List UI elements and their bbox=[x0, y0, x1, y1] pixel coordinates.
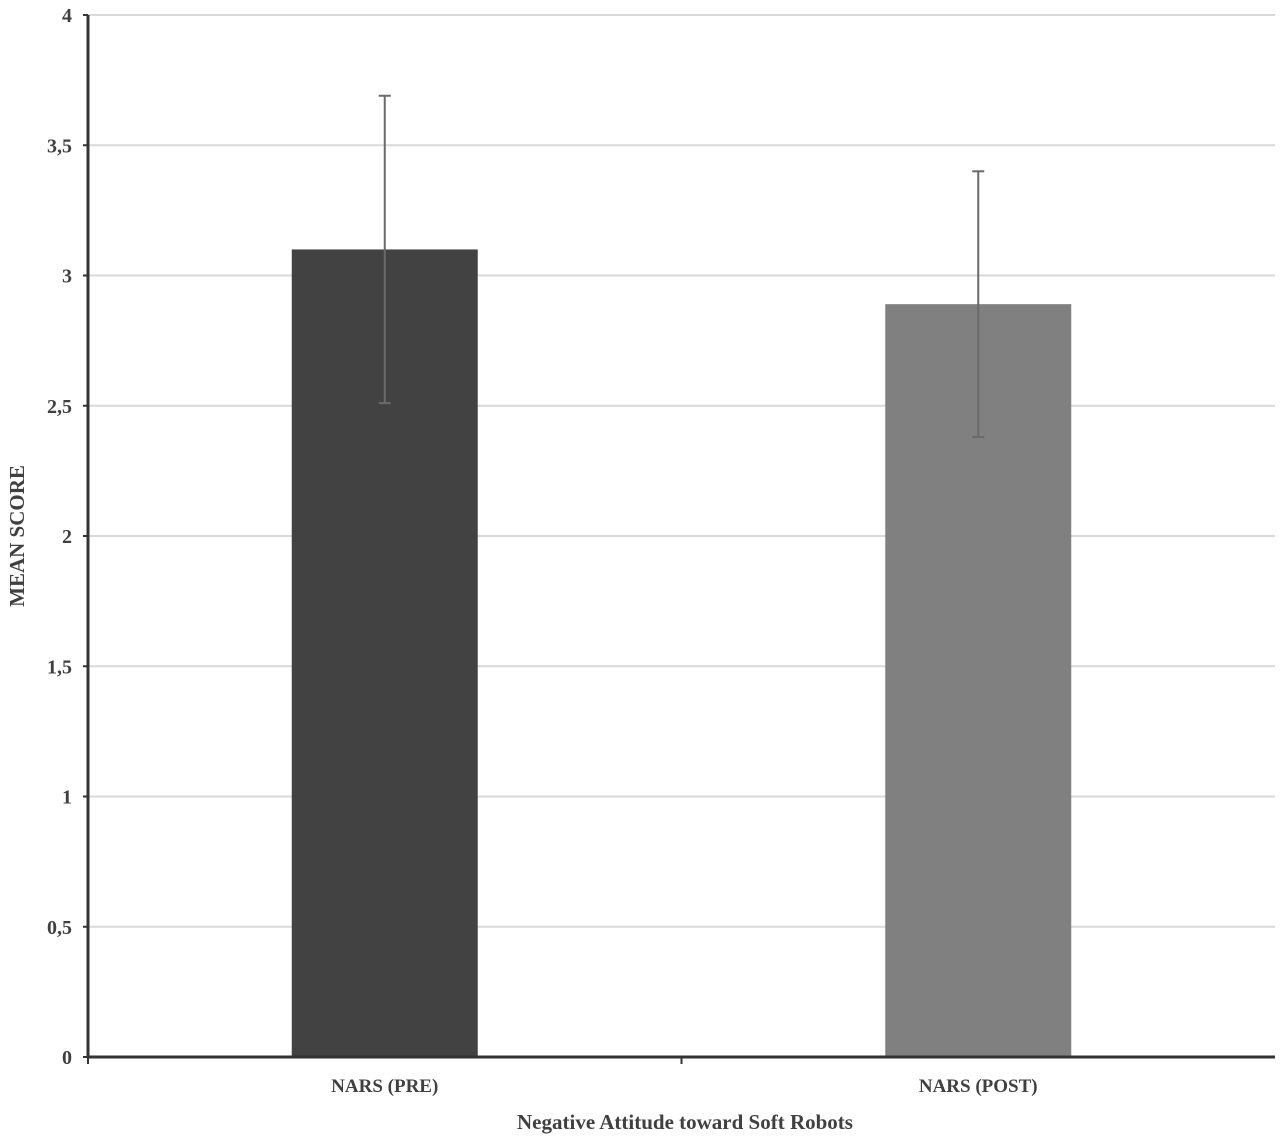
axes bbox=[83, 14, 1275, 1064]
y-tick-label: 0 bbox=[62, 1047, 72, 1069]
y-tick-label: 4 bbox=[62, 5, 72, 27]
y-tick-label: 3 bbox=[62, 266, 72, 288]
gridlines bbox=[88, 14, 1275, 928]
bars bbox=[291, 249, 1072, 1057]
y-tick-label: 1 bbox=[62, 787, 72, 809]
x-tick-labels: NARS (PRE) NARS (POST) bbox=[331, 1076, 1037, 1097]
x-tick-label: NARS (POST) bbox=[919, 1076, 1038, 1097]
y-tick-label: 0,5 bbox=[47, 917, 72, 939]
y-tick-label: 2 bbox=[62, 526, 72, 548]
x-tick-label: NARS (PRE) bbox=[331, 1076, 438, 1097]
y-tick-label: 2,5 bbox=[47, 396, 72, 418]
y-axis-label: MEAN SCORE bbox=[5, 465, 29, 607]
error-bars bbox=[378, 94, 985, 439]
x-axis-label: Negative Attitude toward Soft Robots bbox=[517, 1110, 853, 1134]
y-tick-labels: 0 0,5 1 1,5 2 2,5 3 3,5 4 bbox=[47, 5, 72, 1069]
y-tick-label: 1,5 bbox=[47, 656, 72, 678]
y-tick-label: 3,5 bbox=[47, 135, 72, 157]
